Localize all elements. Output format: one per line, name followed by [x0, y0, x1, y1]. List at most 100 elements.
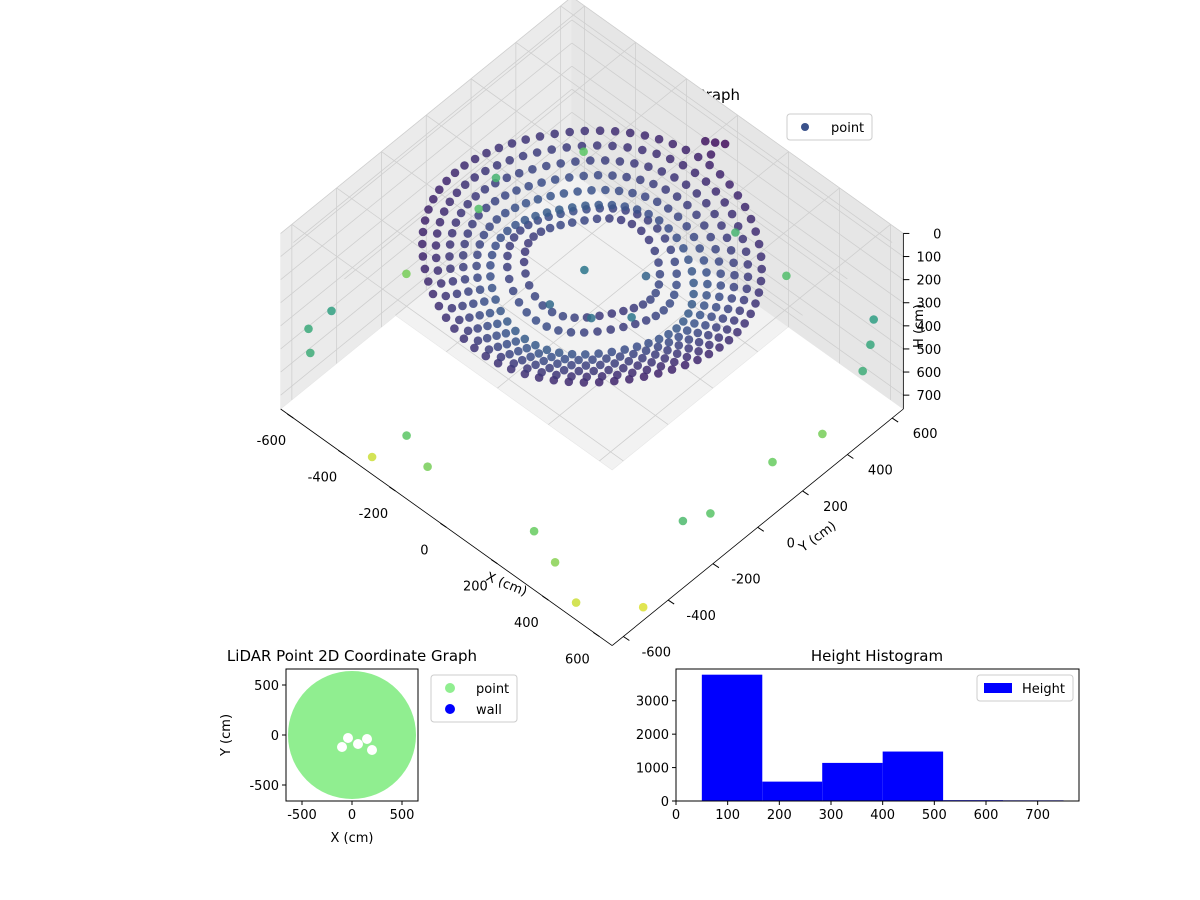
data-point [505, 156, 514, 165]
data-point [741, 247, 751, 256]
data-point [727, 294, 737, 303]
data-point [623, 143, 632, 152]
data-point [627, 313, 636, 322]
data-point [579, 328, 589, 337]
data-point [690, 319, 699, 328]
data-point [637, 226, 646, 236]
data-point [683, 200, 692, 210]
data-point [644, 209, 653, 219]
data-point [530, 292, 540, 301]
data-point [746, 309, 755, 319]
data-point [782, 271, 791, 281]
chart-2d-title: LiDAR Point 2D Coordinate Graph [227, 647, 477, 665]
data-point [432, 229, 442, 238]
data-point [463, 326, 473, 336]
legend-frame [786, 113, 873, 141]
data-point [565, 173, 574, 182]
data-point [705, 340, 714, 350]
data-point [628, 188, 637, 198]
data-point [670, 173, 679, 182]
grid-z-back [571, 42, 904, 280]
data-point [431, 253, 441, 263]
x-tick [440, 522, 447, 528]
data-point [441, 313, 451, 323]
data-point [472, 261, 481, 271]
chart-2d-legend: point wall [430, 674, 518, 723]
data-point [532, 148, 542, 157]
data-point [523, 364, 532, 373]
data-point [706, 509, 715, 518]
data-point [667, 365, 677, 374]
data-point [711, 187, 721, 196]
data-point [531, 340, 540, 350]
data-point [869, 315, 878, 324]
y-tick [667, 599, 675, 605]
y-tick-label: 0 [787, 536, 795, 551]
y-tick-label: 600 [913, 427, 938, 442]
data-point [701, 136, 710, 146]
data-point [706, 150, 716, 159]
data-point [674, 332, 683, 342]
data-point [501, 329, 511, 338]
data-point [656, 362, 666, 371]
data-point [718, 314, 728, 323]
data-point [556, 159, 565, 168]
data-point [567, 203, 577, 212]
data-point [757, 264, 766, 274]
data-point [628, 368, 637, 378]
data-point [424, 277, 433, 286]
x-tick-label: -400 [308, 471, 338, 486]
data-point [580, 126, 590, 136]
data-point [580, 265, 589, 275]
data-point [508, 286, 518, 296]
data-point [652, 149, 661, 159]
data-point [435, 185, 444, 194]
data-point [574, 355, 583, 365]
data-point [452, 188, 462, 198]
data-point [703, 279, 712, 289]
data-point [534, 349, 544, 358]
data-point [700, 221, 709, 230]
data-point [592, 214, 602, 224]
x-tick-label: 600 [565, 653, 590, 668]
data-point [574, 366, 584, 376]
gap-mark [362, 734, 372, 744]
y-tick-label: -400 [686, 609, 716, 624]
data-point [479, 230, 489, 240]
data-point [646, 295, 655, 304]
data-point [632, 342, 642, 352]
data-point [514, 168, 524, 178]
data-point [519, 257, 529, 267]
data-point [547, 145, 556, 154]
data-point [555, 205, 564, 214]
data-point [716, 281, 726, 290]
data-point [580, 216, 589, 225]
data-point [531, 211, 540, 221]
data-point [818, 429, 827, 439]
data-point [751, 299, 760, 308]
data-point [593, 170, 603, 180]
data-point [714, 333, 724, 342]
data-point [460, 239, 470, 249]
data-point [638, 145, 647, 155]
data-point [424, 205, 433, 214]
data-point [496, 352, 506, 362]
y-tick [891, 417, 899, 423]
y-tick-label: 0 [661, 795, 669, 810]
data-point [559, 189, 569, 198]
data-point [679, 244, 688, 253]
x-tick-label: 0 [348, 808, 356, 823]
data-point [731, 228, 740, 237]
data-point [522, 343, 532, 353]
data-point [706, 232, 715, 242]
data-point [469, 299, 478, 309]
data-point [651, 311, 661, 321]
data-point [579, 147, 588, 156]
data-point [542, 161, 551, 171]
data-point [684, 344, 693, 353]
data-point [521, 198, 531, 208]
data-point [682, 222, 691, 231]
data-point [459, 262, 468, 272]
data-point [428, 289, 438, 299]
